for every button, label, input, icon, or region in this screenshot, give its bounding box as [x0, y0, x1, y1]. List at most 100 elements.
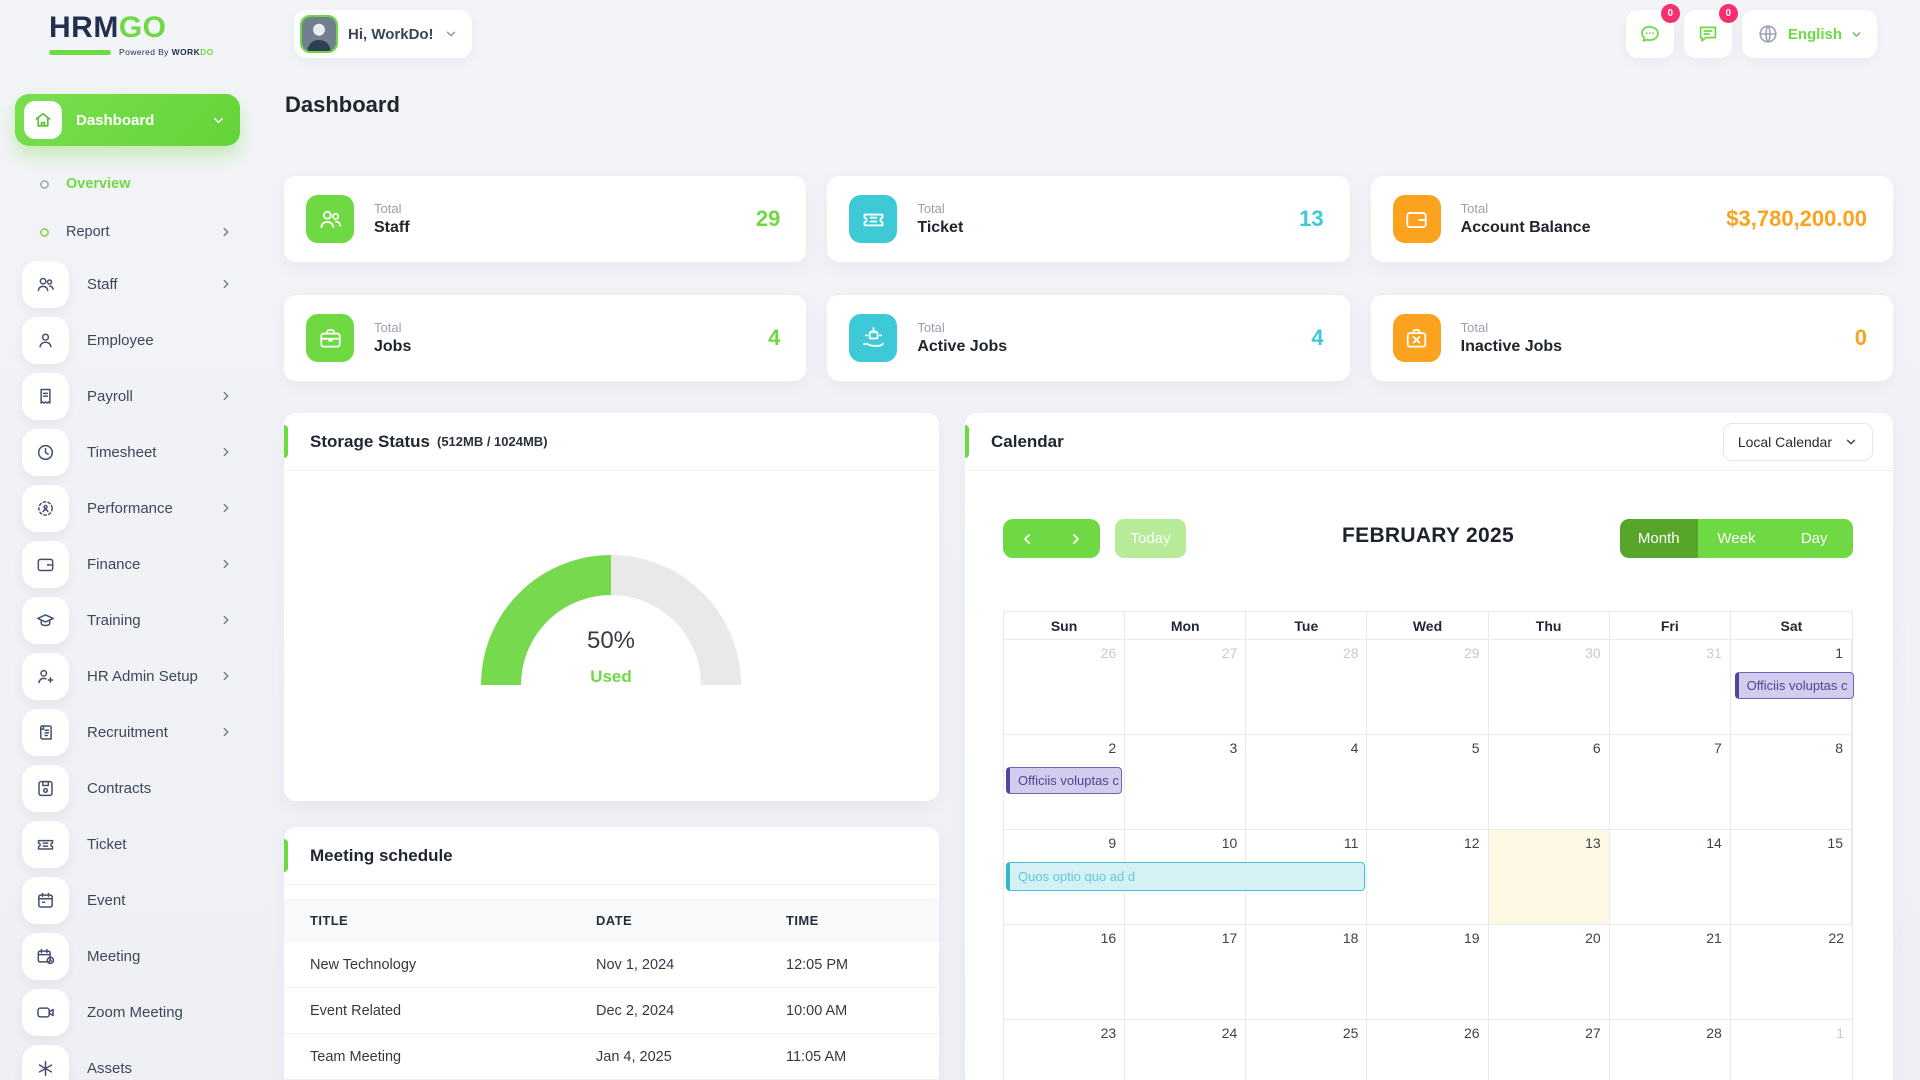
calendar-day-1[interactable]: 1: [1731, 1020, 1852, 1080]
calendar-day-25[interactable]: 25: [1246, 1020, 1368, 1080]
day-number: 31: [1706, 645, 1722, 661]
day-number: 27: [1221, 645, 1238, 661]
prev-month-button[interactable]: [1003, 519, 1052, 558]
weekday-label: Tue: [1246, 612, 1368, 639]
calendar-day-23[interactable]: 23: [1004, 1020, 1126, 1080]
assets-icon: [22, 1044, 69, 1080]
calendar-day-31[interactable]: 31: [1610, 640, 1731, 734]
stat-card-staff: Total Staff 29: [284, 176, 807, 262]
calendar-day-6[interactable]: 6: [1489, 735, 1610, 829]
day-number: 25: [1342, 1025, 1359, 1041]
calendar-day-26[interactable]: 26: [1367, 1020, 1489, 1080]
day-number: 3: [1229, 740, 1238, 756]
calendar-day-21[interactable]: 21: [1610, 925, 1731, 1019]
training-icon: [22, 596, 69, 644]
view-week-button[interactable]: Week: [1697, 519, 1776, 558]
sidebar-item-employee[interactable]: Employee: [0, 312, 255, 368]
weekday-label: Thu: [1489, 612, 1610, 639]
meeting-title: Team Meeting: [310, 1048, 402, 1065]
calendar-day-13[interactable]: 13: [1488, 830, 1610, 924]
sidebar-item-contracts[interactable]: Contracts: [0, 760, 255, 816]
storage-percent: 50%: [586, 627, 636, 654]
calendar-day-24[interactable]: 24: [1125, 1020, 1247, 1080]
calendar-day-17[interactable]: 17: [1125, 925, 1247, 1019]
day-number: 28: [1342, 645, 1359, 661]
calendar-source-select[interactable]: Local Calendar: [1722, 423, 1873, 461]
calendar-day-4[interactable]: 4: [1246, 735, 1368, 829]
calendar-event[interactable]: Officiis voluptas c: [1734, 672, 1854, 699]
user-menu[interactable]: Hi, WorkDo!: [294, 10, 472, 58]
page-title: Dashboard: [285, 92, 400, 117]
day-number: 17: [1221, 930, 1238, 946]
stat-value: 13: [1299, 206, 1324, 231]
calendar-day-7[interactable]: 7: [1610, 735, 1731, 829]
calendar-day-22[interactable]: 22: [1731, 925, 1852, 1019]
sidebar-item-overview[interactable]: Overview: [0, 160, 255, 208]
day-number: 30: [1585, 645, 1601, 661]
calendar-event[interactable]: Officiis voluptas c: [1006, 767, 1123, 794]
stat-card-inactive-jobs: Total Inactive Jobs 0: [1370, 295, 1893, 381]
sidebar-item-report[interactable]: Report: [0, 208, 255, 256]
sidebar-item-ticket[interactable]: Ticket: [0, 816, 255, 872]
stat-total-label: Total: [374, 320, 402, 335]
calendar-day-26[interactable]: 26: [1004, 640, 1126, 734]
stat-name: Account Balance: [1460, 219, 1591, 236]
language-selector[interactable]: English: [1741, 10, 1877, 58]
header-actions: 0 0 English: [1625, 4, 1877, 58]
day-number: 20: [1585, 930, 1601, 946]
calendar-day-2[interactable]: 2: [1004, 735, 1126, 829]
calendar-day-11[interactable]: 11: [1246, 830, 1368, 924]
calendar-day-3[interactable]: 3: [1125, 735, 1247, 829]
calendar-day-5[interactable]: 5: [1367, 735, 1489, 829]
view-month-button[interactable]: Month: [1619, 519, 1698, 558]
day-number: 16: [1100, 930, 1117, 946]
sidebar-item-finance[interactable]: Finance: [0, 536, 255, 592]
calendar-day-30[interactable]: 30: [1489, 640, 1610, 734]
sidebar-item-staff[interactable]: Staff: [0, 256, 255, 312]
calendar-day-29[interactable]: 29: [1367, 640, 1489, 734]
day-number: 26: [1100, 645, 1117, 661]
powered-brand-dark: WORK: [171, 47, 201, 57]
sidebar-item-hr-admin-setup[interactable]: HR Admin Setup: [0, 648, 255, 704]
sidebar-item-payroll[interactable]: Payroll: [0, 368, 255, 424]
next-month-button[interactable]: [1052, 519, 1101, 558]
sidebar-item-event[interactable]: Event: [0, 872, 255, 928]
calendar-day-8[interactable]: 8: [1731, 735, 1852, 829]
notifications-button[interactable]: 0: [1683, 4, 1738, 58]
sidebar-item-zoom-meeting[interactable]: Zoom Meeting: [0, 984, 255, 1040]
calendar-day-27[interactable]: 27: [1489, 1020, 1610, 1080]
meeting-row: New Technology Nov 1, 2024 12:05 PM: [284, 942, 939, 988]
sidebar-item-label: Performance: [87, 499, 173, 517]
calendar-day-12[interactable]: 12: [1367, 830, 1489, 924]
day-number: 1: [1836, 1025, 1844, 1041]
calendar-day-15[interactable]: 15: [1731, 830, 1852, 924]
chat-button[interactable]: 0: [1625, 4, 1680, 58]
calendar-day-18[interactable]: 18: [1246, 925, 1368, 1019]
weekday-label: Mon: [1125, 612, 1247, 639]
sidebar-item-assets[interactable]: Assets: [0, 1040, 255, 1080]
sidebar-item-training[interactable]: Training: [0, 592, 255, 648]
view-day-button[interactable]: Day: [1775, 519, 1853, 558]
calendar-event[interactable]: Quos optio quo ad d: [1006, 862, 1366, 891]
stat-card-active-jobs: Total Active Jobs 4: [827, 295, 1350, 381]
day-number: 29: [1463, 645, 1480, 661]
sidebar-item-timesheet[interactable]: Timesheet: [0, 424, 255, 480]
calendar-day-19[interactable]: 19: [1367, 925, 1489, 1019]
calendar-day-14[interactable]: 14: [1610, 830, 1731, 924]
sidebar-item-meeting[interactable]: Meeting: [0, 928, 255, 984]
chat-badge: 0: [1660, 4, 1680, 23]
chevron-right-icon: [219, 669, 233, 683]
calendar-day-27[interactable]: 27: [1125, 640, 1247, 734]
calendar-day-28[interactable]: 28: [1246, 640, 1368, 734]
sidebar-item-dashboard[interactable]: Dashboard: [15, 94, 240, 146]
calendar-day-20[interactable]: 20: [1489, 925, 1610, 1019]
calendar-day-28[interactable]: 28: [1610, 1020, 1731, 1080]
meeting-icon: [22, 932, 69, 980]
sidebar-item-recruitment[interactable]: Recruitment: [0, 704, 255, 760]
calendar-day-16[interactable]: 16: [1004, 925, 1126, 1019]
sidebar-item-performance[interactable]: Performance: [0, 480, 255, 536]
day-number: 14: [1706, 835, 1722, 851]
today-button[interactable]: Today: [1115, 519, 1186, 558]
app-logo[interactable]: HRMGO Powered By WORKDO: [49, 13, 214, 57]
chevron-right-icon: [219, 725, 233, 739]
